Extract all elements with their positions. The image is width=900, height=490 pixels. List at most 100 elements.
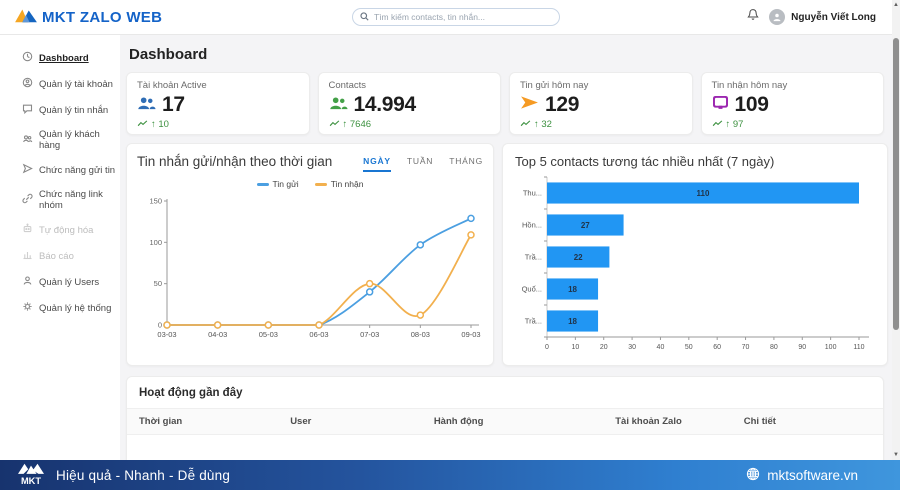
column-header: Thời gian — [127, 408, 279, 435]
app-logo[interactable]: MKT ZALO WEB — [14, 5, 162, 30]
bar-chart: 0 10 20 30 40 50 60 70 80 90 100 110 Thu... 110 Hồn...… — [522, 176, 869, 351]
sidebar-item-chuc-nang-gui-tin[interactable]: Chức năng gửi tin — [0, 157, 120, 183]
stat-card-sent-today: Tin gửi hôm nay 129 ↑ 32 — [509, 72, 693, 135]
tab-thang[interactable]: THÁNG — [449, 156, 483, 166]
users-group-icon — [329, 95, 348, 115]
stat-value: 129 — [545, 93, 580, 116]
main-content: Dashboard Tài khoản Active 17 ↑ 10 Conta… — [120, 35, 892, 460]
svg-text:30: 30 — [628, 344, 636, 351]
svg-text:50: 50 — [685, 344, 693, 351]
account-icon — [22, 77, 33, 91]
scroll-up-arrow-icon[interactable]: ▲ — [893, 2, 899, 8]
svg-text:06-03: 06-03 — [309, 330, 328, 339]
automation-icon — [22, 223, 33, 237]
avatar — [769, 9, 786, 25]
recent-activity-card: Hoạt động gần đây Thời gian User Hành động… — [126, 376, 884, 460]
svg-text:0: 0 — [158, 321, 162, 330]
trending-up-icon — [712, 119, 723, 130]
svg-text:Thu...: Thu... — [523, 189, 542, 198]
stat-card-active-accounts: Tài khoản Active 17 ↑ 10 — [126, 72, 310, 135]
sidebar-item-quan-ly-tai-khoan[interactable]: Quản lý tài khoản — [0, 71, 120, 97]
logo-mountains-icon — [14, 5, 38, 30]
svg-text:60: 60 — [713, 344, 721, 351]
dashboard-icon — [22, 51, 33, 65]
user-name: Nguyễn Viết Long — [791, 11, 876, 23]
stat-trend: ↑ 7646 — [329, 119, 491, 130]
report-icon — [22, 249, 33, 263]
search-input[interactable] — [374, 12, 552, 22]
svg-text:110: 110 — [853, 344, 864, 351]
svg-text:100: 100 — [825, 344, 837, 351]
svg-text:07-03: 07-03 — [360, 330, 379, 339]
column-header: User — [278, 408, 422, 435]
trending-up-icon — [520, 119, 531, 130]
tab-ngay[interactable]: NGÀY — [363, 156, 391, 172]
stat-trend: ↑ 32 — [520, 119, 682, 130]
top-header: MKT ZALO WEB Nguyễn Viết Long — [0, 0, 900, 35]
svg-text:150: 150 — [149, 197, 162, 206]
tab-tuan[interactable]: TUẦN — [406, 156, 434, 166]
svg-text:110: 110 — [697, 189, 710, 198]
sidebar-item-chuc-nang-link-nhom[interactable]: Chức năng link nhóm — [0, 183, 120, 217]
activity-table-header-row: Thời gian User Hành động Tài khoản Zalo Chi … — [127, 408, 883, 435]
bar-chart-title: Top 5 contacts tương tác nhiều nhất (7 n… — [515, 154, 775, 169]
trending-up-icon — [137, 119, 148, 130]
globe-icon — [746, 467, 760, 484]
stat-cards-row: Tài khoản Active 17 ↑ 10 Contacts — [126, 72, 884, 135]
line-chart-card: Tin nhắn gửi/nhận theo thời gian NGÀY TU… — [126, 143, 494, 366]
column-header: Tài khoản Zalo — [603, 408, 732, 435]
sidebar-item-quan-ly-he-thong[interactable]: Quản lý hệ thống — [0, 295, 120, 321]
footer-slogan: Hiệu quả - Nhanh - Dễ dùng — [56, 467, 231, 483]
activity-table: Thời gian User Hành động Tài khoản Zalo Chi … — [127, 408, 883, 435]
users-group-icon — [137, 95, 156, 115]
svg-text:03-03: 03-03 — [157, 330, 176, 339]
column-header: Chi tiết — [731, 408, 883, 435]
svg-text:10: 10 — [571, 344, 579, 351]
svg-text:0: 0 — [545, 344, 549, 351]
scroll-down-arrow-icon[interactable]: ▼ — [893, 452, 899, 458]
sidebar-item-bao-cao: Báo cáo — [0, 243, 120, 269]
svg-text:Quố...: Quố... — [522, 285, 542, 294]
users-icon — [22, 275, 33, 289]
legend-item[interactable]: Tin gửi — [256, 179, 299, 189]
stat-value: 14.994 — [353, 93, 417, 116]
line-chart: 0 50 100 150 03-03 04-03 05-03 06-03 07-03 08-03 0… — [149, 197, 480, 340]
svg-text:09-03: 09-03 — [461, 330, 480, 339]
notification-bell-icon[interactable] — [747, 8, 759, 26]
message-square-icon — [712, 95, 729, 115]
svg-text:18: 18 — [568, 285, 577, 294]
sidebar-item-quan-ly-users[interactable]: Quản lý Users — [0, 269, 120, 295]
stat-value: 109 — [734, 93, 769, 116]
scrollbar[interactable]: ▲ ▼ — [892, 0, 900, 460]
website-link[interactable]: mktsoftware.vn — [746, 467, 858, 484]
svg-text:50: 50 — [154, 279, 162, 288]
line-chart-title: Tin nhắn gửi/nhận theo thời gian — [137, 154, 333, 169]
gear-icon — [22, 301, 33, 315]
svg-text:05-03: 05-03 — [259, 330, 278, 339]
link-icon — [22, 193, 33, 207]
svg-text:40: 40 — [657, 344, 665, 351]
svg-text:70: 70 — [742, 344, 750, 351]
legend-item[interactable]: Tin nhận — [314, 179, 363, 189]
message-icon — [22, 103, 33, 117]
svg-text:04-03: 04-03 — [208, 330, 227, 339]
sidebar-item-quan-ly-khach-hang[interactable]: Quản lý khách hàng — [0, 123, 120, 157]
stat-trend: ↑ 10 — [137, 119, 299, 130]
send-icon — [22, 163, 33, 177]
svg-text:20: 20 — [600, 344, 608, 351]
chart-period-tabs: NGÀY TUẦN THÁNG — [363, 154, 483, 172]
stat-card-contacts: Contacts 14.994 ↑ 7646 — [317, 72, 501, 135]
sidebar: Dashboard Quản lý tài khoản Quản lý tin … — [0, 35, 120, 460]
footer-logo-text: MKT — [21, 476, 41, 486]
scrollbar-thumb[interactable] — [893, 38, 899, 330]
sidebar-item-dashboard[interactable]: Dashboard — [0, 45, 120, 71]
svg-text:Trầ...: Trầ... — [525, 253, 542, 262]
search-box[interactable] — [352, 8, 560, 26]
user-menu[interactable]: Nguyễn Viết Long — [769, 9, 876, 25]
sidebar-item-quan-ly-tin-nhan[interactable]: Quản lý tin nhắn — [0, 97, 120, 123]
svg-text:18: 18 — [568, 317, 577, 326]
svg-text:90: 90 — [798, 344, 806, 351]
search-icon — [360, 8, 369, 26]
trending-up-icon — [329, 119, 340, 130]
send-arrow-icon — [520, 95, 539, 115]
